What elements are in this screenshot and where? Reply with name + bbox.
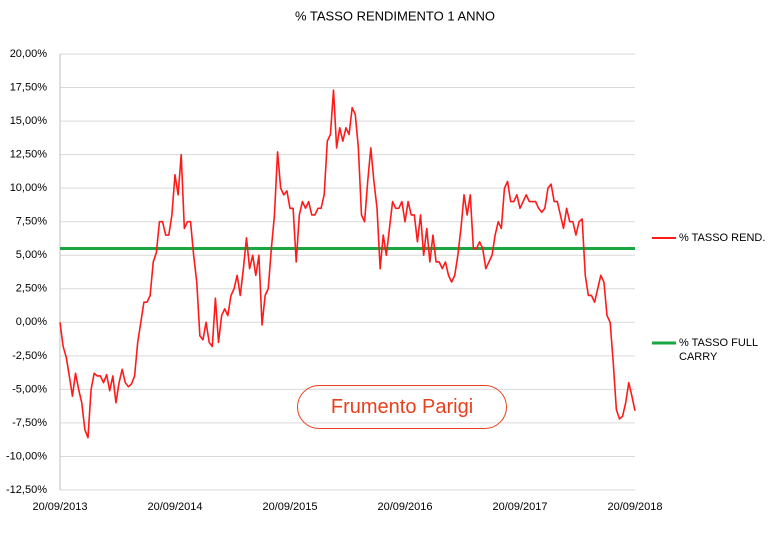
y-tick-label: -7,50% xyxy=(12,417,47,429)
y-tick-label: -2,50% xyxy=(12,350,47,362)
x-tick-label: 20/09/2018 xyxy=(607,501,662,513)
y-tick-label: -10,00% xyxy=(6,450,47,462)
x-tick-label: 20/09/2013 xyxy=(32,501,87,513)
y-tick-label: 17,50% xyxy=(10,81,48,93)
y-tick-label: 5,00% xyxy=(16,249,47,261)
x-tick-label: 20/09/2017 xyxy=(492,501,547,513)
y-tick-label: -5,00% xyxy=(12,383,47,395)
chart-title: % TASSO RENDIMENTO 1 ANNO xyxy=(295,8,495,23)
legend-label: % TASSO REND. xyxy=(679,232,766,244)
x-tick-label: 20/09/2015 xyxy=(262,501,317,513)
y-tick-label: 10,00% xyxy=(10,182,48,194)
y-tick-label: 20,00% xyxy=(10,48,48,60)
y-tick-label: 2,50% xyxy=(16,283,47,295)
line-series xyxy=(59,89,636,439)
y-tick-label: 0,00% xyxy=(16,316,47,328)
x-tick-label: 20/09/2014 xyxy=(147,501,202,513)
annotation: Frumento Parigi xyxy=(297,385,507,429)
y-tick-label: 15,00% xyxy=(10,115,48,127)
y-tick-label: 7,50% xyxy=(16,216,47,228)
y-tick-label: -12,50% xyxy=(6,484,47,496)
legend-label: % TASSO FULL CARRY xyxy=(679,337,758,363)
y-tick-label: 12,50% xyxy=(10,149,48,161)
x-tick-label: 20/09/2016 xyxy=(377,501,432,513)
